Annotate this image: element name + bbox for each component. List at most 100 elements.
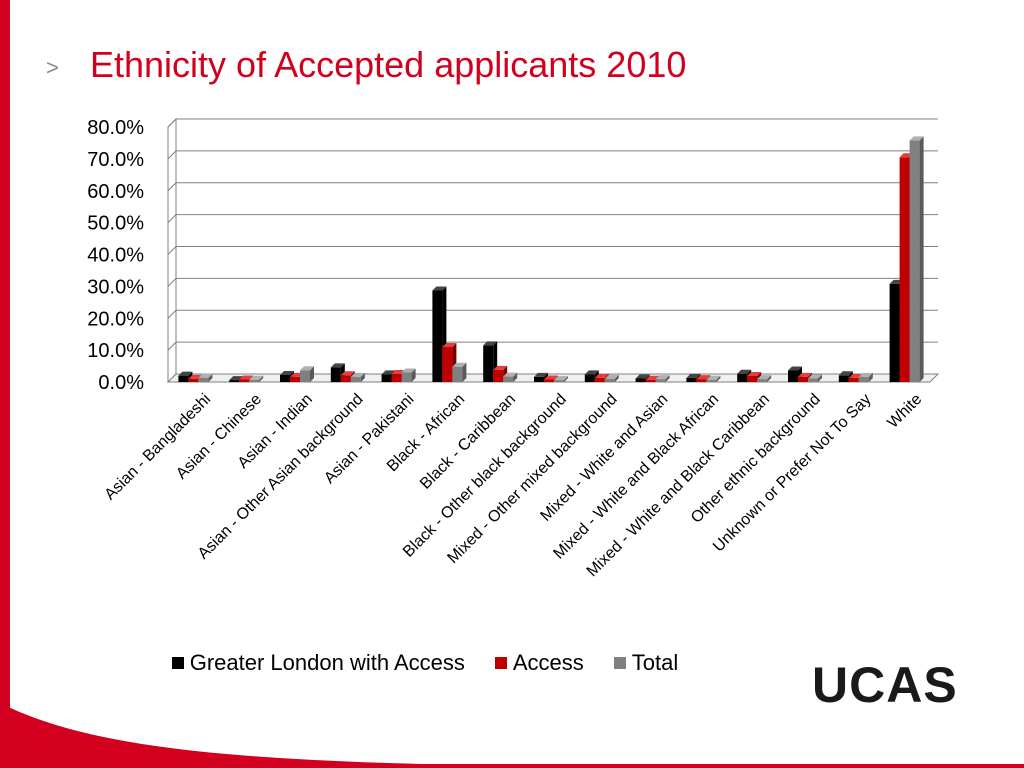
bar	[534, 376, 544, 382]
bar-top	[584, 370, 599, 375]
bar-top	[858, 372, 873, 377]
bar-top	[452, 362, 467, 367]
bar	[544, 379, 554, 382]
gridline-side	[167, 246, 177, 255]
bar	[391, 374, 402, 382]
bar-top	[838, 371, 853, 376]
bar-top	[788, 366, 802, 371]
bar-top	[493, 365, 508, 370]
bar	[899, 157, 910, 382]
legend-item: Total	[613, 650, 678, 676]
bar-top	[655, 375, 670, 380]
bar	[249, 379, 260, 382]
bar-side	[614, 374, 619, 382]
x-tick-label: White	[884, 391, 925, 432]
bar-top	[401, 368, 416, 373]
bar	[645, 379, 656, 382]
y-tick-label: 20.0%	[87, 308, 144, 330]
bar-top	[198, 373, 213, 378]
bar	[909, 140, 920, 382]
bar-side	[208, 373, 213, 382]
bar-top	[483, 341, 498, 346]
bar	[198, 377, 209, 382]
ucas-logo: UCAS	[812, 660, 958, 710]
bar	[493, 369, 504, 382]
bar	[604, 378, 615, 382]
bar	[848, 377, 859, 382]
y-tick-label: 40.0%	[87, 245, 144, 267]
legend-swatch	[494, 657, 507, 669]
bar-side	[259, 375, 264, 382]
y-tick-label: 70.0%	[87, 149, 144, 171]
x-tick-label: Asian - Pakistani	[321, 391, 417, 487]
bar	[178, 375, 189, 382]
bar-top	[747, 371, 762, 376]
bar-top	[503, 372, 518, 377]
legend-label: Greater London with Access	[189, 650, 465, 675]
bar	[686, 377, 697, 382]
bar	[737, 373, 748, 382]
bar-top	[280, 370, 294, 375]
bar	[696, 379, 707, 382]
y-tick-label: 0.0%	[98, 372, 144, 394]
bar-top	[757, 375, 772, 380]
bar-side	[919, 136, 924, 382]
bar	[503, 376, 514, 382]
bar	[635, 378, 646, 382]
bar	[188, 378, 199, 382]
legend-label: Access	[512, 650, 584, 675]
bar-top	[635, 374, 650, 379]
bar-top	[594, 373, 609, 378]
bar	[483, 345, 494, 382]
bar	[808, 378, 818, 382]
bar	[350, 376, 361, 382]
bar-side	[513, 372, 518, 382]
bar	[280, 374, 290, 382]
gridline-side	[167, 214, 177, 223]
bar	[788, 370, 798, 382]
left-accent-bar	[0, 0, 10, 768]
bar-side	[310, 366, 314, 382]
bar-top	[442, 342, 457, 347]
bar-side	[818, 374, 822, 382]
bar	[554, 380, 564, 382]
bar-top	[798, 372, 812, 377]
legend-item: Greater London with Access	[171, 650, 465, 676]
bar-side	[462, 362, 467, 382]
bar-top	[737, 369, 752, 374]
chart-legend: Greater London with Access Access Total	[0, 650, 850, 676]
bar-top	[554, 376, 568, 381]
bar	[798, 376, 808, 382]
bar-top	[706, 375, 721, 380]
bar	[239, 379, 250, 382]
bar-top	[178, 371, 193, 376]
bar-top	[909, 136, 924, 141]
bar-top	[249, 375, 264, 380]
gridline-side	[167, 341, 177, 351]
bar-side	[767, 375, 772, 382]
bar-side	[665, 375, 670, 382]
gridline-side	[167, 150, 177, 160]
bar-top	[432, 286, 447, 291]
bar-top	[544, 375, 558, 380]
bar-top	[604, 374, 619, 379]
gridline-side	[167, 278, 177, 287]
bar-top	[340, 371, 355, 376]
bar	[290, 376, 300, 382]
bar	[432, 290, 443, 382]
bar-top	[350, 372, 365, 377]
bottom-accent-curve	[0, 703, 1024, 768]
x-tick-label: Black - Caribbean	[417, 391, 519, 493]
bar	[858, 376, 869, 382]
legend-swatch	[613, 657, 626, 669]
bar	[838, 375, 849, 382]
bar	[229, 380, 240, 382]
bar-side	[360, 372, 365, 382]
bar-side	[868, 372, 873, 382]
y-tick-label: 10.0%	[87, 340, 144, 362]
bar-side	[716, 375, 721, 382]
bar-top	[686, 373, 701, 378]
gridline-side	[167, 182, 177, 192]
bar	[340, 375, 351, 382]
bar	[452, 366, 463, 382]
